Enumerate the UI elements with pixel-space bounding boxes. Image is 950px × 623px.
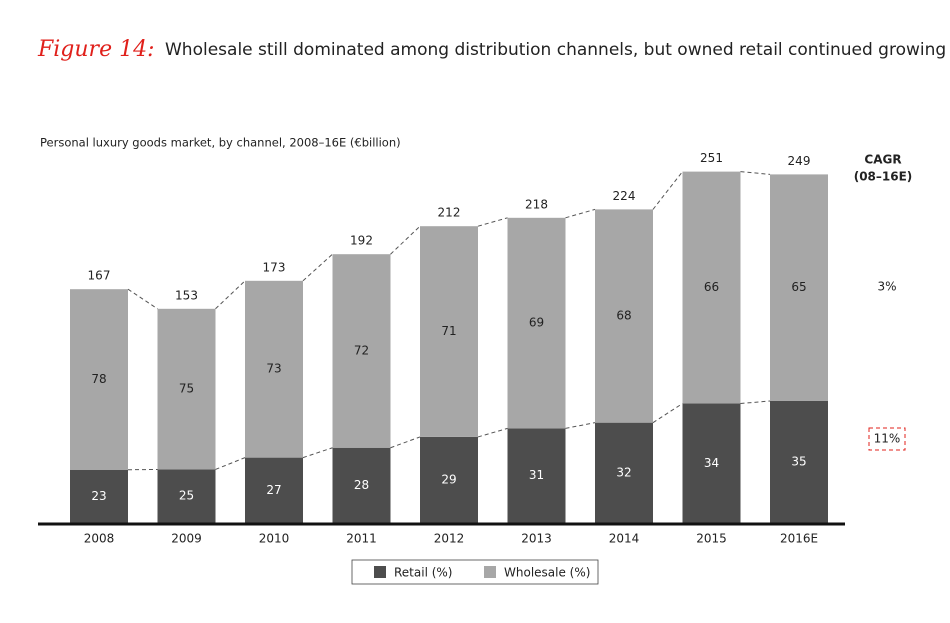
legend-swatch bbox=[484, 566, 496, 578]
bar-segment bbox=[507, 428, 566, 523]
data-label: 29 bbox=[441, 472, 456, 486]
bar-segment bbox=[157, 308, 216, 470]
connector bbox=[565, 422, 596, 429]
subtitle: Personal luxury goods market, by channel… bbox=[40, 136, 401, 150]
bar-segment bbox=[770, 400, 828, 523]
data-label: 25 bbox=[179, 489, 194, 503]
total-label: 218 bbox=[525, 197, 548, 211]
cagr-wholesale: 3% bbox=[877, 280, 896, 294]
connector bbox=[477, 217, 508, 227]
legend-label: Wholesale (%) bbox=[504, 566, 590, 580]
total-label: 173 bbox=[263, 260, 286, 274]
total-label: 153 bbox=[175, 288, 198, 302]
data-label: 75 bbox=[179, 382, 194, 396]
bar-segment bbox=[332, 254, 391, 448]
data-label: 68 bbox=[616, 309, 631, 323]
bar-segment bbox=[70, 289, 128, 470]
x-tick-label: 2014 bbox=[609, 532, 640, 546]
bar-segment bbox=[420, 436, 478, 523]
connector bbox=[127, 288, 158, 310]
data-label: 73 bbox=[266, 362, 281, 376]
cagr-retail: 11% bbox=[874, 432, 901, 446]
data-label: 32 bbox=[616, 465, 631, 479]
cagr-title: CAGR bbox=[864, 153, 901, 167]
data-label: 23 bbox=[91, 489, 106, 503]
connector bbox=[302, 253, 333, 282]
x-tick-label: 2015 bbox=[696, 532, 727, 546]
data-label: 69 bbox=[529, 316, 544, 330]
connector bbox=[652, 171, 683, 210]
bar-segment bbox=[420, 226, 478, 437]
data-label: 28 bbox=[354, 478, 369, 492]
bar-segment bbox=[682, 171, 741, 404]
connector bbox=[390, 436, 421, 449]
bar-segment bbox=[507, 217, 566, 429]
data-label: 35 bbox=[791, 454, 806, 468]
bar-segment bbox=[157, 469, 216, 523]
data-label: 78 bbox=[91, 372, 106, 386]
x-tick-label: 2016E bbox=[780, 532, 818, 546]
x-tick-label: 2012 bbox=[434, 532, 465, 546]
total-label: 224 bbox=[613, 189, 636, 203]
bar-segment bbox=[595, 422, 653, 523]
bar-segment bbox=[245, 457, 303, 523]
data-label: 66 bbox=[704, 280, 719, 294]
legend-swatch bbox=[374, 566, 386, 578]
x-tick-label: 2008 bbox=[84, 532, 115, 546]
data-label: 27 bbox=[266, 483, 281, 497]
total-label: 167 bbox=[88, 269, 111, 283]
bar-segment bbox=[682, 403, 741, 523]
connector bbox=[215, 457, 246, 470]
x-tick-label: 2009 bbox=[171, 532, 202, 546]
total-label: 192 bbox=[350, 234, 373, 248]
data-label: 72 bbox=[354, 343, 369, 357]
data-label: 31 bbox=[529, 468, 544, 482]
data-label: 65 bbox=[791, 280, 806, 294]
highlight-box bbox=[868, 427, 906, 451]
total-label: 212 bbox=[438, 206, 461, 220]
bar-segment bbox=[245, 280, 303, 458]
chart-title: Wholesale still dominated among distribu… bbox=[165, 40, 946, 60]
total-label: 251 bbox=[700, 151, 723, 165]
legend-box bbox=[351, 559, 599, 585]
connector bbox=[390, 225, 421, 255]
bar-segment bbox=[332, 447, 391, 523]
bar-segment bbox=[770, 174, 828, 401]
cagr-title: (08–16E) bbox=[854, 170, 913, 184]
connector bbox=[302, 447, 333, 459]
connector bbox=[215, 280, 246, 310]
total-label: 249 bbox=[788, 154, 811, 168]
data-label: 34 bbox=[704, 456, 719, 470]
connector bbox=[565, 208, 596, 219]
legend-label: Retail (%) bbox=[394, 566, 453, 580]
connector bbox=[477, 427, 508, 438]
connector bbox=[652, 403, 683, 424]
figure-label: Figure 14: bbox=[37, 37, 155, 62]
bar-segment bbox=[70, 469, 128, 523]
connector bbox=[740, 400, 771, 405]
x-tick-label: 2013 bbox=[521, 532, 552, 546]
connector bbox=[740, 171, 771, 175]
x-tick-label: 2011 bbox=[346, 532, 377, 546]
data-label: 71 bbox=[441, 324, 456, 338]
bar-segment bbox=[595, 209, 653, 423]
x-tick-label: 2010 bbox=[259, 532, 290, 546]
